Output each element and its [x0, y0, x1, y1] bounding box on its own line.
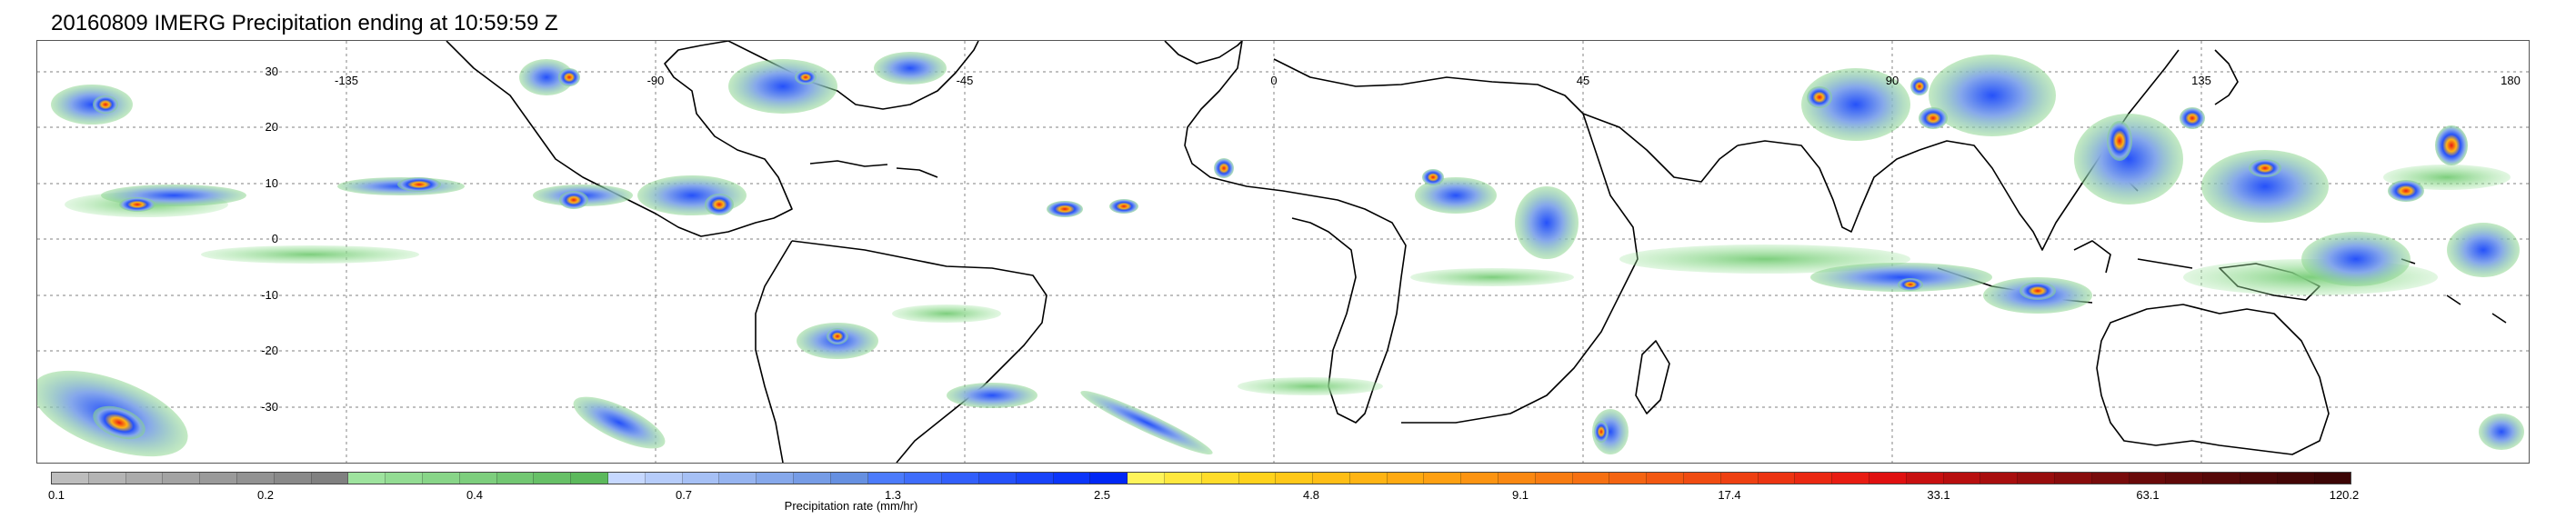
colorbar-swatch — [1276, 473, 1314, 484]
colorbar-tick-11: 120.2 — [2329, 488, 2360, 502]
lon-label-90: 90 — [1886, 74, 1899, 87]
colorbar-swatch — [867, 473, 906, 484]
precipitation-field — [37, 52, 2524, 457]
lat-label-minus-20: -20 — [261, 344, 278, 357]
colorbar-swatch — [1869, 473, 1907, 484]
colorbar-tick-5: 2.5 — [1093, 488, 1111, 502]
colorbar-title: Precipitation rate (mm/hr) — [784, 499, 918, 513]
colorbar-swatch — [348, 473, 386, 484]
colorbar-swatch — [1572, 473, 1610, 484]
lon-label-45: 45 — [1577, 74, 1589, 87]
lon-label-0: 0 — [1270, 74, 1277, 87]
lon-label-135: 135 — [2191, 74, 2211, 87]
map-canvas: 30 20 10 0 -10 -20 -30 -135 -90 -45 0 45… — [37, 41, 2529, 463]
colorbar-swatch — [2240, 473, 2278, 484]
colorbar-swatch — [1201, 473, 1239, 484]
colorbar-swatch — [1609, 473, 1648, 484]
colorbar-swatch — [2277, 473, 2315, 484]
colorbar-swatch — [125, 473, 164, 484]
colorbar-tick-1: 0.2 — [256, 488, 275, 502]
colorbar-tick-8: 17.4 — [1718, 488, 1741, 502]
colorbar-swatch — [1090, 473, 1128, 484]
colorbar-swatch — [830, 473, 868, 484]
colorbar-swatch — [1832, 473, 1870, 484]
colorbar-swatch — [534, 473, 572, 484]
colorbar-swatch — [1720, 473, 1759, 484]
colorbar-swatch — [571, 473, 608, 484]
colorbar-swatch — [1943, 473, 1981, 484]
colorbar-tick-6: 4.8 — [1302, 488, 1320, 502]
lat-label-30: 30 — [266, 65, 278, 78]
colorbar-tick-2: 0.4 — [466, 488, 484, 502]
colorbar-swatch — [757, 473, 794, 484]
lat-label-minus-10: -10 — [261, 288, 278, 302]
colorbar-tick-4: 1.3 — [884, 488, 902, 502]
latitude-labels: 30 20 10 0 -10 -20 -30 — [261, 65, 278, 414]
colorbar-swatch — [2129, 473, 2167, 484]
colorbar-swatch — [1313, 473, 1350, 484]
lat-label-minus-30: -30 — [261, 400, 278, 414]
lat-label-0: 0 — [272, 232, 278, 245]
colorbar-swatch — [1461, 473, 1499, 484]
colorbar-tick-10: 63.1 — [2136, 488, 2160, 502]
colorbar-swatch — [1128, 473, 1165, 484]
lon-label-180: 180 — [2501, 74, 2521, 87]
colorbar-swatch — [2166, 473, 2204, 484]
colorbar-swatch — [1053, 473, 1091, 484]
colorbar-tick-9: 33.1 — [1927, 488, 1950, 502]
colorbar-swatch — [2314, 473, 2351, 484]
colorbar-swatch — [200, 473, 237, 484]
colorbar-swatch — [1016, 473, 1054, 484]
colorbar-swatch — [607, 473, 646, 484]
longitude-labels: -135 -90 -45 0 45 90 135 180 — [335, 74, 2521, 87]
colorbar-swatch — [1647, 473, 1685, 484]
colorbar-swatch — [1535, 473, 1573, 484]
lon-label-minus-45: -45 — [957, 74, 974, 87]
colorbar-swatch — [1980, 473, 2019, 484]
colorbar-swatch — [1387, 473, 1425, 484]
colorbar-tick-3: 0.7 — [675, 488, 693, 502]
lat-label-10: 10 — [266, 176, 278, 190]
precipitation-map: 30 20 10 0 -10 -20 -30 -135 -90 -45 0 45… — [36, 40, 2530, 464]
colorbar-swatch — [496, 473, 535, 484]
lon-label-minus-90: -90 — [647, 74, 665, 87]
colorbar-swatch — [52, 473, 89, 484]
colorbar-swatch — [1795, 473, 1833, 484]
lon-label-minus-135: -135 — [335, 74, 358, 87]
colorbar-tick-7: 9.1 — [1511, 488, 1529, 502]
colorbar-swatch — [1424, 473, 1462, 484]
colorbar-swatch — [2203, 473, 2241, 484]
precipitation-colorbar — [51, 472, 2351, 484]
colorbar-swatch — [422, 473, 460, 484]
map-title: 20160809 IMERG Precipitation ending at 1… — [51, 11, 558, 35]
colorbar-swatch — [1238, 473, 1277, 484]
colorbar-swatch — [1684, 473, 1721, 484]
colorbar-swatch — [905, 473, 943, 484]
colorbar-swatch — [311, 473, 349, 484]
colorbar-swatch — [386, 473, 423, 484]
colorbar-tick-0: 0.1 — [47, 488, 65, 502]
colorbar-swatch — [1758, 473, 1796, 484]
lat-label-20: 20 — [266, 120, 278, 134]
coastlines — [446, 41, 2507, 463]
colorbar-swatch — [1906, 473, 1944, 484]
colorbar-swatch — [793, 473, 831, 484]
colorbar-swatch — [978, 473, 1017, 484]
colorbar-swatch — [2091, 473, 2130, 484]
colorbar-swatch — [2055, 473, 2092, 484]
colorbar-swatch — [719, 473, 757, 484]
colorbar-swatch — [942, 473, 979, 484]
colorbar-swatch — [236, 473, 275, 484]
colorbar-swatch — [459, 473, 497, 484]
colorbar-swatch — [2018, 473, 2056, 484]
colorbar-swatch — [682, 473, 720, 484]
colorbar-swatch — [163, 473, 201, 484]
colorbar-swatch — [274, 473, 312, 484]
colorbar-swatch — [88, 473, 126, 484]
colorbar-swatch — [1349, 473, 1388, 484]
colorbar-swatch — [1498, 473, 1536, 484]
colorbar-swatch — [1164, 473, 1202, 484]
colorbar-swatch — [645, 473, 683, 484]
